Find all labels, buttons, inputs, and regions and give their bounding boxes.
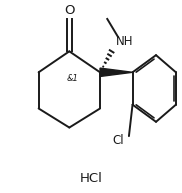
Text: &1: &1 <box>66 74 78 82</box>
Text: HCl: HCl <box>80 173 102 185</box>
Polygon shape <box>100 68 132 76</box>
Text: O: O <box>64 4 75 17</box>
Text: NH: NH <box>116 35 134 48</box>
Text: Cl: Cl <box>112 134 124 147</box>
